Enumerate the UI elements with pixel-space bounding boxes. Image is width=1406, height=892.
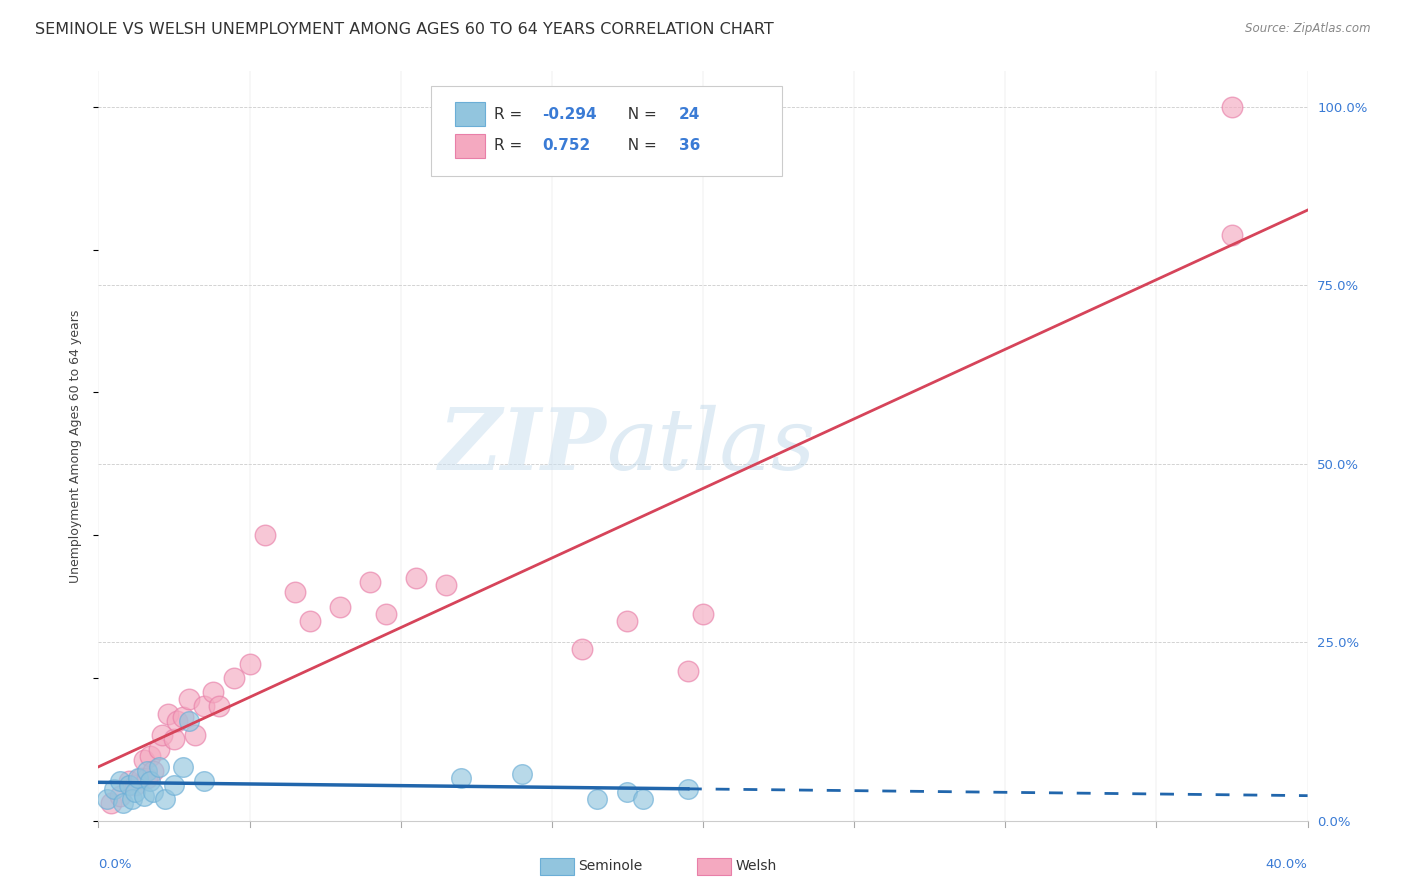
Point: [132, 789, 155, 803]
FancyBboxPatch shape: [540, 858, 574, 874]
Point: [135, 764, 157, 778]
FancyBboxPatch shape: [697, 858, 731, 874]
Text: SEMINOLE VS WELSH UNEMPLOYMENT AMONG AGES 60 TO 64 YEARS CORRELATION CHART: SEMINOLE VS WELSH UNEMPLOYMENT AMONG AGE…: [35, 22, 773, 37]
Point: [329, 599, 352, 614]
Point: [184, 728, 207, 742]
Point: [299, 614, 322, 628]
Point: [374, 607, 396, 621]
Text: N =: N =: [619, 106, 662, 121]
Y-axis label: Unemployment Among Ages 60 to 64 years: Unemployment Among Ages 60 to 64 years: [69, 310, 83, 582]
Text: 0.0%: 0.0%: [98, 858, 132, 871]
Point: [586, 792, 609, 806]
Point: [631, 792, 654, 806]
Point: [510, 767, 533, 781]
Point: [108, 789, 131, 803]
Point: [124, 785, 146, 799]
Text: Source: ZipAtlas.com: Source: ZipAtlas.com: [1246, 22, 1371, 36]
Text: 36: 36: [679, 138, 700, 153]
Text: R =: R =: [494, 106, 527, 121]
Point: [1220, 100, 1243, 114]
Point: [148, 760, 170, 774]
Point: [139, 774, 162, 789]
Text: Welsh: Welsh: [735, 859, 778, 873]
Point: [108, 774, 131, 789]
Text: 24: 24: [679, 106, 700, 121]
Point: [208, 699, 231, 714]
Point: [129, 771, 152, 785]
Point: [202, 685, 225, 699]
Point: [193, 699, 215, 714]
Point: [148, 742, 170, 756]
Point: [692, 607, 714, 621]
Point: [103, 781, 125, 796]
FancyBboxPatch shape: [456, 102, 485, 126]
Point: [100, 796, 122, 810]
Point: [253, 528, 276, 542]
FancyBboxPatch shape: [432, 87, 782, 177]
Point: [1220, 228, 1243, 243]
Point: [172, 710, 194, 724]
Point: [118, 774, 141, 789]
Text: Seminole: Seminole: [578, 859, 643, 873]
Point: [163, 778, 186, 792]
FancyBboxPatch shape: [456, 134, 485, 158]
Point: [172, 760, 194, 774]
Point: [139, 749, 162, 764]
Point: [284, 585, 307, 599]
Text: -0.294: -0.294: [543, 106, 596, 121]
Point: [179, 714, 201, 728]
Point: [118, 778, 141, 792]
Point: [135, 771, 157, 785]
Point: [142, 764, 165, 778]
Point: [405, 571, 427, 585]
Point: [166, 714, 188, 728]
Point: [616, 614, 638, 628]
Point: [163, 731, 186, 746]
Point: [450, 771, 472, 785]
Point: [111, 796, 134, 810]
Point: [616, 785, 638, 799]
Point: [193, 774, 215, 789]
Point: [179, 692, 201, 706]
Text: atlas: atlas: [606, 405, 815, 487]
Point: [150, 728, 173, 742]
Point: [124, 778, 146, 792]
Point: [434, 578, 457, 592]
Point: [224, 671, 246, 685]
Point: [360, 574, 382, 589]
Point: [142, 785, 165, 799]
Point: [127, 771, 149, 785]
Point: [571, 642, 593, 657]
Point: [156, 706, 179, 721]
Text: R =: R =: [494, 138, 531, 153]
Text: 0.752: 0.752: [543, 138, 591, 153]
Point: [96, 792, 118, 806]
Point: [153, 792, 176, 806]
Text: N =: N =: [619, 138, 662, 153]
Text: 40.0%: 40.0%: [1265, 858, 1308, 871]
Point: [676, 781, 699, 796]
Point: [239, 657, 262, 671]
Point: [676, 664, 699, 678]
Point: [121, 792, 143, 806]
Text: ZIP: ZIP: [439, 404, 606, 488]
Point: [132, 753, 155, 767]
